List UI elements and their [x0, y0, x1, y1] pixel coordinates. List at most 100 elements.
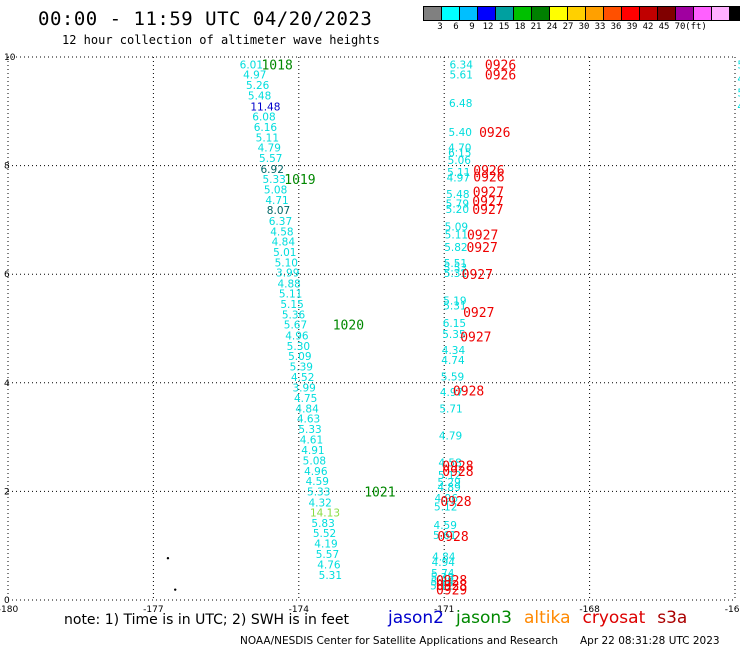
swh-value: 4.84 — [432, 552, 456, 564]
time-label: 0928 — [436, 579, 467, 594]
swh-value: 5.67 — [284, 320, 307, 332]
axis-tick-labels: -180 -177 -174 -171 -168 -165 0 2 4 6 8 10 — [0, 53, 740, 615]
swh-value: 5.11 — [445, 230, 468, 242]
swh-value: 5.31 — [443, 301, 466, 313]
swh-value: 4.74 — [441, 355, 465, 367]
chart-title: 00:00 - 11:59 UTC 04/20/2023 — [38, 8, 373, 30]
scale-label: 3 — [437, 22, 443, 32]
time-label: 1018 — [261, 59, 292, 74]
swh-value: 5.31 — [444, 268, 467, 280]
swh-value: 5.11 — [256, 132, 279, 144]
scale-label: (ft) — [685, 22, 707, 32]
scale-label: 36 — [610, 22, 622, 32]
swh-value: 14.13 — [310, 508, 340, 520]
swh-value: 4.97 — [243, 69, 266, 81]
swh-value: 5.53 — [444, 263, 467, 275]
time-labels: 1018101910201021092609260926092609260927… — [261, 59, 516, 599]
y-tick-label: 10 — [4, 53, 16, 63]
swh-value: 6.01 — [240, 60, 263, 72]
swh-value: 4.84 — [295, 403, 319, 415]
chart-subtitle: 12 hour collection of altimeter wave hei… — [62, 33, 380, 47]
swh-value: 5.48 — [446, 189, 469, 201]
swh-value: 5.12 — [438, 470, 461, 482]
swh-value: 5.08 — [264, 184, 287, 196]
swh-value: 5.30 — [287, 341, 310, 353]
swh-value: 4.76 — [317, 560, 341, 572]
swh-value: 5.12 — [430, 580, 453, 592]
time-label: 0928 — [453, 384, 484, 399]
swh-value: 4.88 — [277, 278, 300, 290]
swh-value: 5.20 — [446, 204, 469, 216]
scale-label: 24 — [546, 22, 558, 32]
swh-value: 4.75 — [294, 393, 317, 405]
time-label: 0926 — [485, 68, 516, 83]
x-tick-label: -177 — [143, 605, 163, 615]
x-tick-label: -168 — [579, 605, 600, 615]
swh-value: 3.99 — [276, 268, 299, 280]
swh-value: 6.08 — [252, 112, 275, 124]
swh-value: 5.09 — [288, 351, 311, 363]
swh-value: 4.70 — [448, 143, 471, 155]
swh-value: 5.09 — [445, 221, 468, 233]
time-label: 1020 — [333, 319, 364, 334]
swh-value: 4.63 — [297, 414, 320, 426]
scale-label: 39 — [626, 22, 638, 32]
scale-label: 9 — [469, 22, 475, 32]
swh-value: 5 — [737, 87, 740, 99]
y-tick-label: 0 — [4, 596, 10, 606]
data-points: 6.014.975.265.4811.486.086.165.114.795.5… — [166, 60, 740, 592]
time-label: 0927 — [467, 229, 498, 244]
swh-value: 4.96 — [435, 493, 459, 505]
swh-value: 5.71 — [439, 403, 462, 415]
swh-value: 5.79 — [446, 199, 469, 211]
time-label: 0927 — [473, 186, 504, 201]
swh-value: 5.36 — [282, 309, 306, 321]
swh-value: 5.06 — [448, 155, 472, 167]
swh-value: 4.58 — [270, 226, 293, 238]
swh-value: 5.54 — [431, 577, 455, 589]
time-label: 0927 — [472, 203, 503, 218]
time-label: 0928 — [442, 459, 473, 474]
x-tick-label: -171 — [434, 605, 454, 615]
swh-value: 5.15 — [280, 299, 303, 311]
swh-value: 5.39 — [290, 362, 313, 374]
swh-value: 4.79 — [258, 143, 281, 155]
swh-value: 6.92 — [261, 164, 284, 176]
swh-value: 5.29 — [437, 477, 460, 489]
swh-value: 5.57 — [259, 153, 282, 165]
x-tick-label: -174 — [289, 605, 310, 615]
swh-value: 5.12 — [434, 502, 457, 514]
swh-value: 5.61 — [433, 530, 456, 542]
swh-value: 5.59 — [441, 371, 464, 383]
time-label: 0927 — [462, 268, 493, 283]
scale-label: 45 — [658, 22, 670, 32]
swh-value: 5.38 — [431, 572, 454, 584]
swh-value: 5.82 — [444, 242, 467, 254]
swh-value: 5.51 — [444, 258, 467, 270]
time-label: 0926 — [479, 126, 510, 141]
swh-value: 5.08 — [303, 455, 326, 467]
swh-value: 4.32 — [308, 497, 331, 509]
swh-value: 5.33 — [262, 174, 285, 186]
swh-value: 4.58 — [438, 458, 461, 470]
time-label: 0928 — [440, 495, 471, 510]
swh-value: 5.01 — [273, 247, 296, 259]
legend-item: jason3 — [456, 608, 512, 628]
stray-dot — [166, 556, 170, 560]
scale-label: 21 — [530, 22, 542, 32]
swh-value: 4.79 — [439, 430, 462, 442]
swh-value: 4.97 — [447, 173, 470, 185]
scale-label: 12 — [482, 22, 494, 32]
scale-label: 33 — [594, 22, 606, 32]
x-tick-label: -180 — [0, 605, 18, 615]
swh-value: 6.37 — [269, 216, 292, 228]
time-label: 0928 — [442, 465, 473, 480]
swh-value: 11.48 — [250, 101, 280, 113]
footer-credit: NOAA/NESDIS Center for Satellite Applica… — [240, 635, 558, 647]
scale-label: 27 — [562, 22, 574, 32]
time-label: 0926 — [485, 59, 516, 74]
swh-value: 6.15 — [448, 148, 471, 160]
swh-value: 4.91 — [301, 445, 324, 457]
note-text: note: 1) Time is in UTC; 2) SWH is in fe… — [64, 612, 350, 628]
